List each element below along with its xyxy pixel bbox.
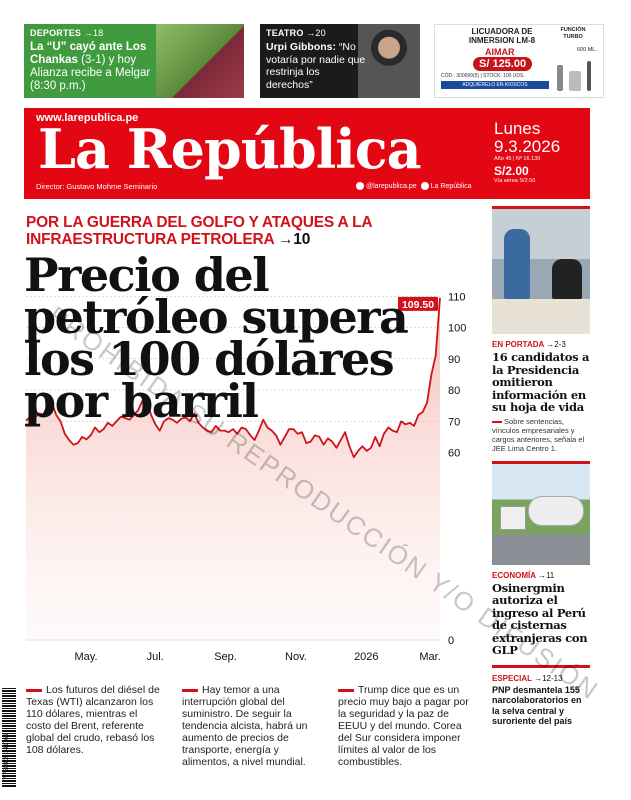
ad-function: FUNCIÓN TURBO xyxy=(560,27,586,40)
last-value-label: 109.50 xyxy=(402,299,434,311)
voting-photo xyxy=(492,206,590,334)
twitter-icon xyxy=(356,182,364,190)
x-tick-label: May. xyxy=(75,651,98,663)
blender-ad[interactable]: LICUADORA DE INMERSION LM-8 AIMAR S/ 125… xyxy=(434,24,604,98)
x-tick-label: Mar. xyxy=(419,651,440,663)
teaser-strip: DEPORTES →18 La “U” cayó ante Los Chanka… xyxy=(24,18,604,98)
blender-cup-icon xyxy=(569,71,581,91)
sidebar-body-candidates: Sobre sentencias, vínculos empresariales… xyxy=(492,416,585,453)
last-value-badge xyxy=(398,296,438,311)
ad-title: LICUADORA DE INMERSION LM-8 xyxy=(468,27,536,45)
blender-whisk-icon xyxy=(587,61,591,91)
y-tick-label: 70 xyxy=(448,416,460,428)
story-column-1: Los futuros del diésel de Texas (WTI) al… xyxy=(26,684,160,756)
kicker-page-ref: →10 xyxy=(277,231,311,248)
y-tick-label: 110 xyxy=(448,291,466,303)
facebook-icon xyxy=(420,182,429,190)
story-column-2: Hay temor a una interrupción global del … xyxy=(182,684,308,768)
y-tick-label: 60 xyxy=(448,448,460,460)
ad-capacity: 600 ML. xyxy=(577,47,597,53)
theater-quote: Urpi Gibbons: “No votaría por nadie que … xyxy=(266,41,366,91)
issue-price: S/2.00 xyxy=(494,164,529,178)
theater-section-label: TEATRO →20 xyxy=(266,28,326,38)
column-bullet-icon xyxy=(338,688,354,692)
issue-price-airmail: Vía aérea S/2.50 xyxy=(494,178,536,184)
ad-note: ADQUIÉRELO EN KIOSCOS xyxy=(441,81,549,89)
y-tick-label: 90 xyxy=(448,354,460,366)
story-column-3: Trump dice que es un precio muy bajo a p… xyxy=(338,684,469,768)
tanker-truck-photo xyxy=(492,460,590,565)
site-url[interactable]: www.larepublica.pe xyxy=(36,112,139,124)
main-headline: Precio del petróleo supera los 100 dólar… xyxy=(24,248,409,428)
column-bullet-icon xyxy=(26,688,42,692)
social-handles: @larepublica.pe La República xyxy=(354,182,472,190)
right-sidebar: EN PORTADA →2-3 16 candidatos a la Presi… xyxy=(492,206,590,727)
sidebar-headline-candidates[interactable]: 16 candidatos a la Presidencia omitieron… xyxy=(492,350,590,414)
ad-brand: AIMAR xyxy=(485,47,515,57)
sidebar-section-portada: EN PORTADA →2-3 xyxy=(492,340,566,349)
x-tick-label: Sep. xyxy=(214,651,237,663)
chart-svg: 0 60 70 80 90 100 110 May. Jul. Sep. Nov. 2026 Mar. 1… xyxy=(25,291,466,663)
sidebar-section-especial: ESPECIAL →12-13 xyxy=(492,673,563,683)
theater-photo xyxy=(358,24,420,98)
area-fill xyxy=(26,297,440,640)
x-tick-label: 2026 xyxy=(354,651,378,663)
sports-photo xyxy=(156,24,244,98)
blender-icon xyxy=(557,65,563,91)
x-tick-label: Nov. xyxy=(285,651,307,663)
sidebar-headline-osinergmin[interactable]: Osinergmin autoriza el ingreso al Perú d… xyxy=(492,580,588,657)
ad-code: CÓD.: 300099(5) | STOCK: 100 UDS. xyxy=(441,73,525,79)
barcode xyxy=(2,688,16,788)
sports-section-label: DEPORTES →18 xyxy=(30,28,104,38)
y-tick-label: 0 xyxy=(448,635,454,647)
x-tick-label: Jul. xyxy=(147,651,164,663)
newspaper-logo: La República xyxy=(38,117,422,181)
issue-date: 9.3.2026 xyxy=(494,137,561,156)
issue-day: Lunes xyxy=(494,119,541,138)
barcode-number: 7 750809 141769 xyxy=(4,733,10,780)
masthead: www.larepublica.pe La República Director… xyxy=(24,108,590,199)
sidebar-headline-pnp[interactable]: PNP desmantela 155 narcolaboratorios en … xyxy=(492,684,582,727)
column-bullet-icon xyxy=(182,688,198,692)
sidebar-divider xyxy=(492,664,590,668)
director-line: Director: Gustavo Mohme Seminario xyxy=(36,182,158,191)
y-tick-label: 80 xyxy=(448,385,460,397)
sidebar-section-economia: ECONOMÍA →11 xyxy=(492,570,555,580)
theater-teaser[interactable]: TEATRO →20 Urpi Gibbons: “No votaría por… xyxy=(260,24,420,98)
y-tick-label: 100 xyxy=(448,323,466,335)
issue-edition: Año 45 | Nº 16.130 xyxy=(494,156,541,162)
sports-teaser[interactable]: DEPORTES →18 La “U” cayó ante Los Chanka… xyxy=(24,24,244,98)
sports-headline: La “U” cayó ante Los Chankas (3-1) y hoy… xyxy=(30,41,151,92)
series-line xyxy=(25,297,441,459)
oil-price-chart: 0 60 70 80 90 100 110 May. Jul. Sep. Nov. 2026 Mar. 1… xyxy=(22,282,474,672)
main-kicker: POR LA GUERRA DEL GOLFO Y ATAQUES A LA I… xyxy=(26,214,372,248)
ad-price: S/ 125.00 xyxy=(473,57,533,71)
